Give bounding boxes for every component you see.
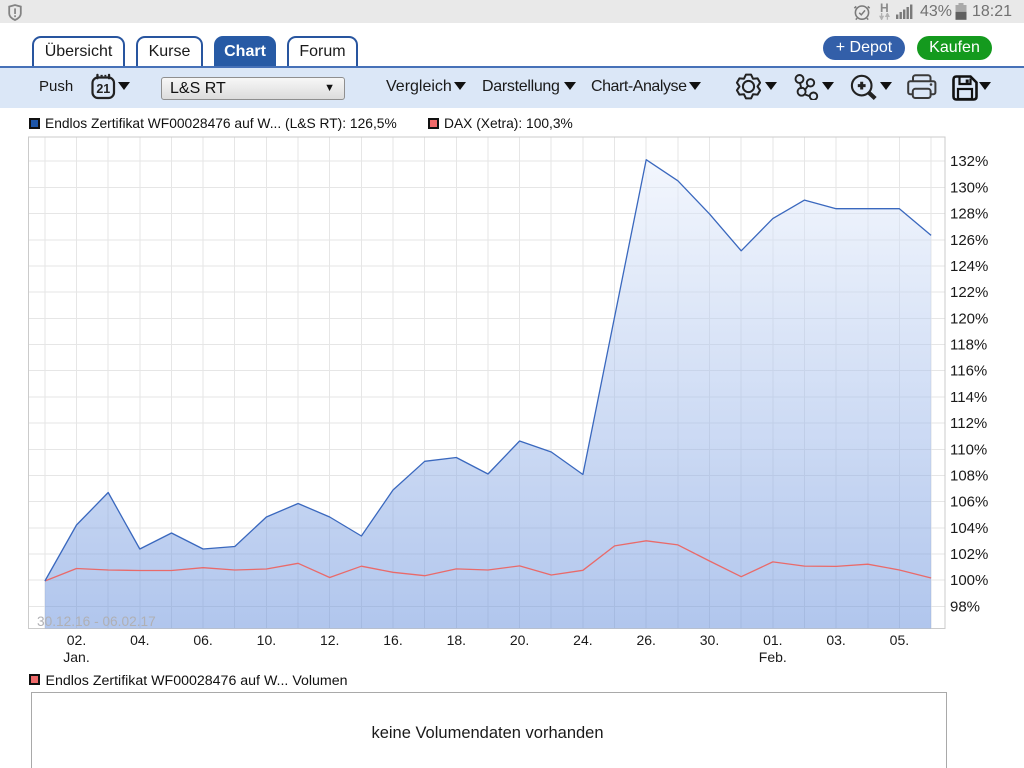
svg-text:102%: 102%: [950, 546, 988, 563]
svg-text:Feb.: Feb.: [759, 649, 787, 665]
svg-text:116%: 116%: [950, 363, 987, 380]
svg-text:126%: 126%: [950, 232, 988, 249]
svg-text:01.: 01.: [763, 632, 782, 648]
svg-text:02.: 02.: [67, 632, 86, 648]
svg-text:130%: 130%: [950, 179, 988, 196]
svg-text:30.: 30.: [700, 632, 719, 648]
svg-text:06.: 06.: [193, 632, 212, 648]
svg-text:30.12.16 - 06.02.17: 30.12.16 - 06.02.17: [37, 614, 156, 629]
svg-text:122%: 122%: [950, 284, 988, 301]
svg-text:106%: 106%: [950, 494, 988, 511]
svg-text:26.: 26.: [636, 632, 655, 648]
svg-text:03.: 03.: [826, 632, 845, 648]
svg-text:108%: 108%: [950, 468, 988, 485]
svg-text:18.: 18.: [447, 632, 466, 648]
svg-text:128%: 128%: [950, 206, 988, 223]
svg-text:16.: 16.: [383, 632, 402, 648]
svg-text:12.: 12.: [320, 632, 339, 648]
svg-text:24.: 24.: [573, 632, 592, 648]
svg-text:104%: 104%: [950, 520, 988, 537]
svg-text:Jan.: Jan.: [63, 649, 89, 665]
svg-text:120%: 120%: [950, 310, 988, 327]
svg-text:124%: 124%: [950, 258, 988, 275]
svg-text:110%: 110%: [950, 441, 987, 458]
svg-text:132%: 132%: [950, 153, 988, 170]
svg-text:114%: 114%: [950, 389, 987, 406]
svg-text:10.: 10.: [257, 632, 276, 648]
svg-text:112%: 112%: [950, 415, 987, 432]
svg-text:21: 21: [96, 82, 110, 96]
svg-text:118%: 118%: [950, 337, 987, 354]
svg-text:20.: 20.: [510, 632, 529, 648]
svg-text:04.: 04.: [130, 632, 149, 648]
svg-text:100%: 100%: [950, 572, 988, 589]
svg-text:98%: 98%: [950, 598, 980, 615]
svg-text:05.: 05.: [890, 632, 909, 648]
